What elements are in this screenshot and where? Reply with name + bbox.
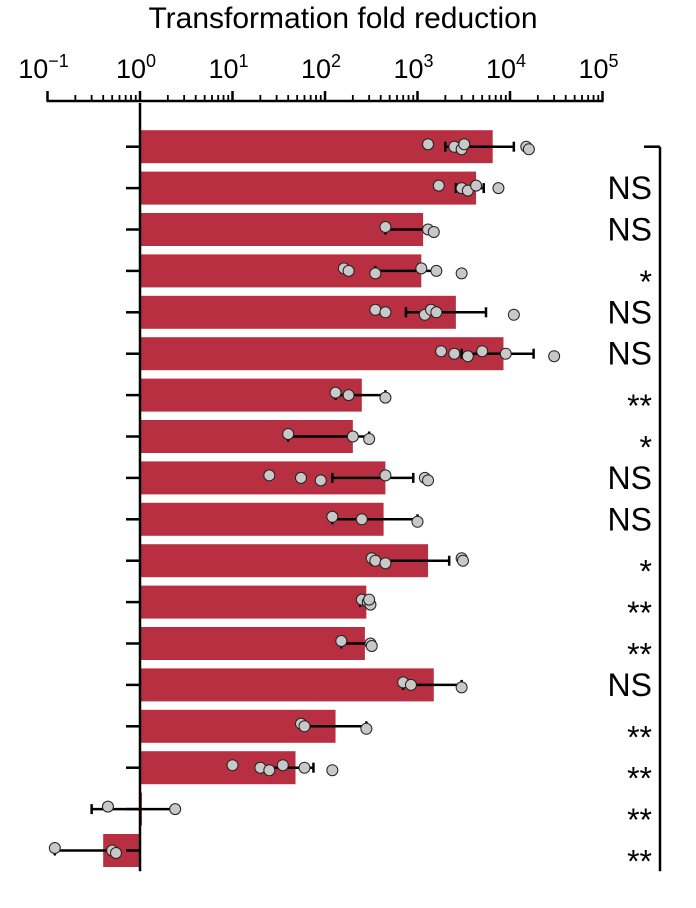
bar (140, 171, 477, 205)
data-point (363, 433, 376, 445)
data-point (363, 593, 376, 606)
significance-label: * (640, 430, 652, 466)
data-point (499, 347, 512, 360)
data-point (404, 678, 417, 691)
data-point (326, 764, 339, 777)
significance-label: NS (608, 212, 652, 248)
data-point (379, 391, 392, 404)
bar (140, 585, 367, 619)
data-point (430, 264, 443, 277)
data-point (458, 138, 471, 151)
x-tick-label: 104 (486, 51, 526, 84)
x-tick-label: 10−1 (18, 51, 69, 84)
data-point (263, 764, 276, 777)
data-point (415, 262, 428, 275)
data-point (369, 267, 382, 280)
data-point (448, 347, 461, 360)
significance-label: ** (627, 595, 652, 631)
data-point (379, 221, 392, 233)
data-point (342, 264, 355, 277)
significance-label: NS (608, 460, 652, 496)
data-point (411, 515, 424, 528)
bar (140, 213, 424, 246)
x-tick-label: 102 (301, 51, 341, 84)
data-point (476, 345, 489, 358)
data-point (365, 640, 378, 652)
data-point (342, 389, 355, 402)
data-point (379, 306, 392, 319)
x-axis: 10−1 100 101 102 103 104 105 (18, 51, 619, 103)
data-point (461, 350, 474, 363)
data-point (226, 759, 239, 772)
significance-label: NS (608, 667, 652, 703)
bar (140, 130, 493, 164)
y-axis (126, 103, 142, 872)
data-point (430, 306, 443, 319)
data-point (314, 474, 327, 487)
data-point (298, 761, 311, 774)
data-point (346, 430, 359, 443)
data-point (276, 759, 289, 772)
x-tick-label: 100 (116, 51, 156, 84)
data-point (470, 179, 483, 192)
data-point (522, 143, 535, 156)
x-tick-label: 103 (393, 51, 433, 84)
data-point (422, 474, 435, 487)
data-point (298, 720, 311, 733)
x-tick-label: 101 (208, 51, 248, 84)
data-point (422, 138, 435, 151)
significance-label: NS (608, 501, 652, 537)
data-point (329, 386, 342, 399)
data-point (369, 554, 382, 567)
data-point (455, 681, 468, 694)
significance-label: * (640, 264, 652, 300)
data-point (263, 469, 276, 482)
significance-label: ** (627, 761, 652, 797)
significance-label: NS (608, 294, 652, 330)
significance-label: NS (608, 336, 652, 372)
error-bars (53, 141, 535, 856)
bars (103, 130, 504, 867)
data-point (109, 847, 122, 859)
data-point (282, 428, 295, 440)
data-point (435, 345, 448, 358)
data-point (492, 182, 505, 195)
data-point (101, 800, 114, 813)
data-point (379, 557, 392, 570)
data-point (432, 179, 445, 192)
data-point (455, 267, 468, 280)
data-point (456, 554, 469, 567)
data-point (379, 469, 392, 482)
bar (140, 295, 456, 329)
data-points (48, 138, 561, 859)
significance-label: NS (608, 170, 652, 206)
data-point (507, 308, 520, 321)
chart-title: Transformation fold reduction (148, 2, 537, 35)
data-point (369, 303, 382, 316)
significance-label: ** (627, 719, 652, 755)
significance-label: * (640, 554, 652, 590)
data-point (294, 471, 307, 484)
data-point (48, 842, 61, 854)
bar (140, 627, 365, 660)
data-point (169, 803, 182, 816)
data-point (335, 635, 348, 647)
data-point (548, 350, 561, 363)
significance-label: ** (627, 637, 652, 673)
significance-label: ** (627, 388, 652, 424)
bar (140, 668, 434, 702)
bar (140, 378, 362, 412)
x-tick-label: 105 (578, 51, 618, 84)
data-point (427, 226, 440, 238)
significance-label: ** (627, 844, 652, 880)
data-point (355, 513, 368, 526)
data-point (360, 722, 373, 735)
significance-label: ** (627, 802, 652, 838)
data-point (326, 510, 339, 523)
